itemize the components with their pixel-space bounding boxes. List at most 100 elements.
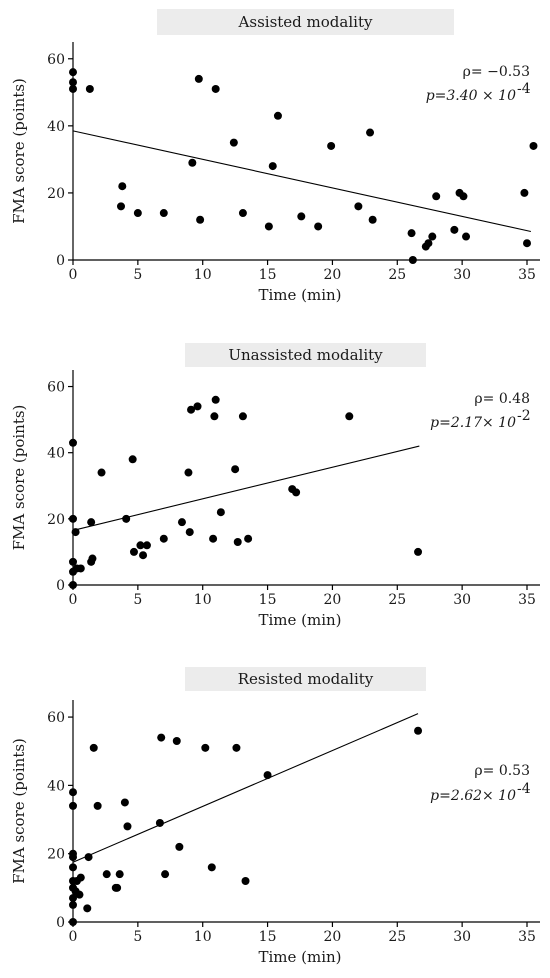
chart-3-data-point [241, 877, 250, 886]
chart-2: Unassisted modality 0 20 40 60 0 5 10 15 20 25 30 35… [10, 343, 540, 629]
chart-2-data-point [238, 412, 247, 421]
chart-1-x-tick-label: 5 [133, 267, 142, 283]
chart-3-data-point [155, 818, 164, 827]
chart-1-data-point [264, 222, 273, 231]
chart-2-rho-stat: ρ= 0.48 [474, 391, 530, 407]
chart-1-data-point [273, 111, 282, 120]
chart-3-data-point [93, 801, 102, 810]
chart-1-x-label: Time (min) [258, 286, 341, 304]
chart-2-p-exponent: -2 [517, 408, 531, 424]
chart-3-x-tick-label: 25 [388, 929, 406, 945]
chart-1-data-point [159, 209, 168, 218]
chart-2-data-point [292, 488, 301, 497]
chart-3-data-point [115, 870, 124, 879]
chart-2-x-tick-label: 30 [453, 592, 471, 608]
chart-3-p-stat: p=2.62× 10 [430, 788, 516, 804]
chart-2-data-point [69, 514, 77, 523]
chart-1-data-point [529, 141, 538, 150]
chart-3-trend-line [72, 713, 419, 863]
chart-2-data-point [71, 528, 80, 537]
chart-1-data-point [523, 239, 531, 248]
chart-3-data-point [83, 904, 92, 913]
chart-3-data-point [75, 890, 84, 899]
chart-3-data-point [201, 743, 210, 752]
chart-2-data-point [129, 547, 138, 556]
chart-1-x-tick-label: 30 [453, 267, 471, 283]
chart-1-data-point [69, 68, 77, 77]
chart-2-data-point [69, 438, 77, 447]
chart-3-data-point [69, 918, 77, 926]
chart-2-data-point [88, 554, 97, 563]
chart-3-p-exponent: -4 [517, 781, 531, 797]
chart-2-data-point [87, 518, 96, 527]
chart-1-y-tick-label: 20 [47, 186, 65, 202]
chart-2-p-stat: p=2.17× 10 [430, 415, 516, 431]
chart-1-data-point [133, 209, 142, 218]
chart-1-data-point [327, 141, 336, 150]
chart-2-x-tick-label: 10 [194, 592, 212, 608]
chart-1-data-point [432, 192, 441, 201]
chart-3-y-tick-label: 60 [47, 710, 65, 726]
chart-1-data-point [368, 215, 377, 224]
chart-3-x-tick-label: 15 [259, 929, 277, 945]
chart-1-data-point [314, 222, 323, 231]
chart-2-data-point [97, 468, 106, 477]
chart-1-y-tick-label: 0 [56, 253, 65, 269]
chart-1-data-point [424, 239, 433, 248]
chart-1-data-point [69, 78, 77, 87]
chart-3-y-tick-label: 0 [56, 915, 65, 931]
chart-2-data-point [136, 541, 145, 550]
chart-2-data-point [209, 534, 218, 543]
chart-1-x-tick-label: 0 [69, 267, 78, 283]
chart-3-data-point [172, 736, 181, 745]
chart-1-data-point [229, 138, 238, 147]
chart-1-trend-line [72, 130, 532, 233]
chart-2-data-point [414, 547, 423, 556]
chart-3-x-label: Time (min) [258, 948, 341, 966]
chart-3-data-point [120, 798, 129, 807]
chart-2-y-tick-label: 60 [47, 380, 65, 396]
chart-3-data-point [69, 801, 77, 810]
chart-3-data-point [207, 863, 216, 872]
chart-3-x-tick-label: 10 [194, 929, 212, 945]
chart-2-data-point [177, 518, 186, 527]
chart-1-data-point [238, 209, 247, 218]
chart-3-x-tick-label: 30 [453, 929, 471, 945]
chart-1-data-point [196, 215, 205, 224]
chart-2-y-label: FMA score (points) [10, 405, 28, 551]
chart-2-x-tick-label: 5 [133, 592, 142, 608]
chart-1-x-tick-label: 25 [388, 267, 406, 283]
chart-1-data-point [116, 202, 125, 211]
chart-2-data-point [193, 402, 202, 411]
chart-1-data-point [408, 256, 417, 264]
chart-2-data-point [233, 538, 242, 546]
chart-1-x-tick-label: 35 [518, 267, 536, 283]
chart-2-data-point [128, 455, 137, 464]
chart-2-x-tick-label: 0 [69, 592, 78, 608]
chart-1-y-tick-label: 40 [47, 119, 65, 135]
chart-2-data-point [185, 528, 194, 537]
chart-3-data-point [69, 788, 77, 797]
chart-3-data-point [69, 900, 77, 909]
chart-2-data-point [187, 405, 196, 414]
chart-2-data-point [139, 551, 148, 560]
chart-2-data-point [159, 534, 168, 543]
chart-2-data-point [76, 564, 85, 573]
chart-2-data-point [122, 514, 131, 523]
chart-3-data-point [84, 853, 93, 862]
chart-1-p-exponent: -4 [517, 81, 531, 97]
chart-2-data-point [210, 412, 219, 421]
chart-1-data-point [354, 202, 363, 211]
chart-2-data-point [184, 468, 193, 477]
chart-3-data-point [89, 743, 98, 752]
chart-3-data-point [414, 726, 423, 735]
chart-1-title-box [157, 9, 454, 35]
chart-3-data-point [157, 733, 166, 742]
chart-1-data-point [366, 128, 375, 137]
chart-1-data-point [211, 84, 220, 93]
chart-1-data-point [459, 192, 468, 201]
chart-1-data-point [297, 212, 306, 221]
chart-1-x-tick-label: 15 [259, 267, 277, 283]
chart-2-y-tick-label: 0 [56, 578, 65, 594]
